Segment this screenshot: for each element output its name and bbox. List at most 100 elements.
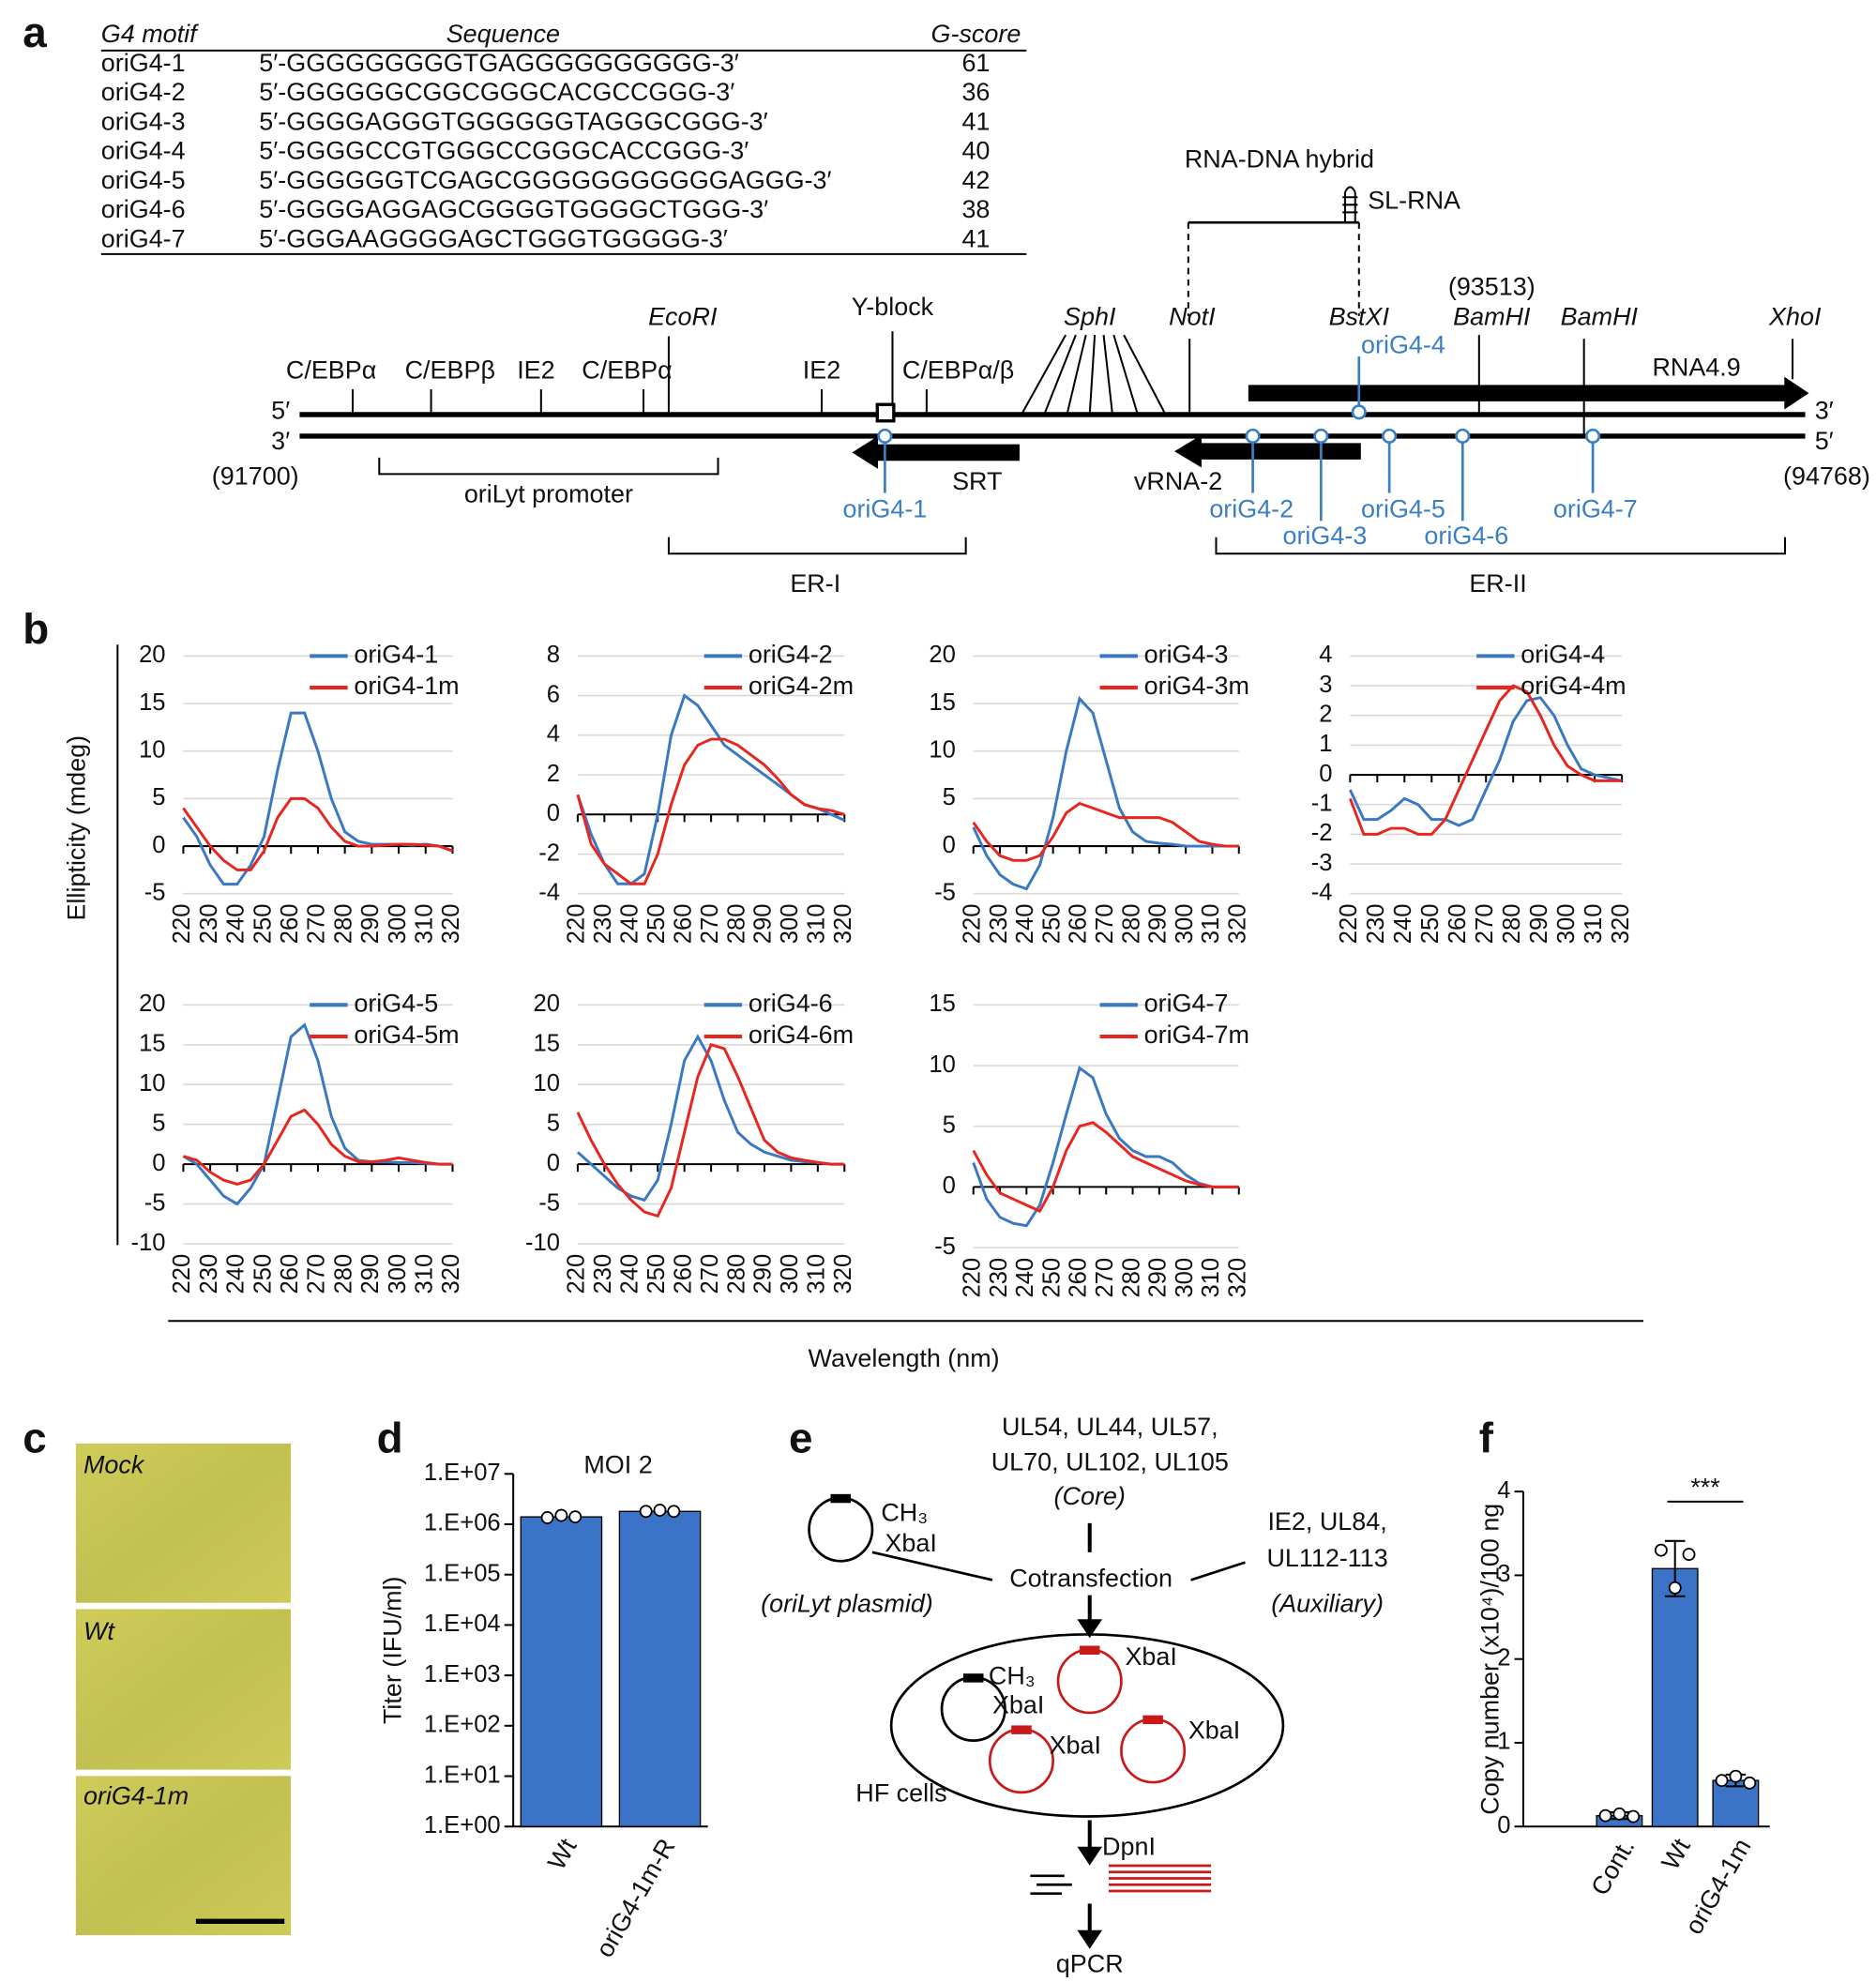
data-point — [1654, 1543, 1668, 1557]
x-tick-label: 280 — [330, 1254, 356, 1294]
x-tick-label: 310 — [412, 904, 438, 945]
y-tick-label: 1 — [1319, 731, 1332, 757]
legend-label: oriG4-2 — [749, 641, 833, 669]
table-cell: 42 — [961, 166, 990, 194]
x-tick-label: 320 — [1608, 904, 1634, 945]
x-tick-label: 230 — [986, 1258, 1012, 1298]
map-label: 5′ — [271, 396, 290, 424]
y-tick-label: -4 — [1311, 880, 1333, 906]
x-tick-label: 280 — [1499, 904, 1525, 945]
cd-line — [576, 737, 845, 885]
map-label: oriG4-5 — [1361, 495, 1445, 523]
x-tick-label: 240 — [1390, 904, 1416, 945]
x-tick-label: 250 — [1038, 904, 1065, 945]
y-tick-label: 1.E+02 — [424, 1712, 501, 1738]
y-tick-label: -2 — [538, 840, 560, 866]
map-label: vRNA-2 — [1134, 467, 1222, 495]
x-tick-label: 240 — [1012, 1258, 1038, 1298]
significance: *** — [1690, 1474, 1720, 1502]
y-tick-label: -10 — [131, 1230, 166, 1256]
y-tick-label: 15 — [534, 1031, 560, 1057]
y-tick-label: 15 — [929, 689, 955, 716]
y-tick-label: 4 — [1497, 1477, 1510, 1504]
x-tick-label: Wt — [542, 1834, 582, 1875]
table-cell: oriG4-6 — [101, 195, 186, 223]
x-tick-label: 300 — [385, 1254, 411, 1294]
panel-label: e — [789, 1414, 812, 1461]
table-cell: oriG4-5 — [101, 166, 186, 194]
gene-map — [100, 49, 1809, 555]
y-tick-label: 5 — [152, 784, 165, 810]
legend-label: oriG4-4 — [1520, 641, 1605, 669]
workflow-label: qPCR — [1056, 1950, 1124, 1978]
legend-label: oriG4-5m — [354, 1021, 459, 1049]
x-tick-label: 270 — [1092, 1258, 1118, 1298]
x-tick-label: 280 — [330, 904, 356, 945]
y-tick-label: 10 — [139, 1070, 165, 1097]
x-tick-label: 290 — [357, 1254, 384, 1294]
cd-line — [972, 1121, 1239, 1214]
y-tick-label: 1.E+05 — [424, 1560, 501, 1586]
micrograph — [75, 1443, 291, 1603]
y-tick-label: 1.E+01 — [424, 1762, 501, 1788]
x-tick-label: 300 — [385, 904, 411, 945]
y-tick-label: 5 — [547, 1110, 560, 1136]
y-tick-label: -5 — [538, 1189, 560, 1216]
data-point — [1729, 1769, 1743, 1783]
table-cell: 40 — [961, 137, 990, 165]
y-tick-label: 10 — [929, 736, 955, 763]
y-tick-label: 0 — [547, 800, 560, 826]
image-label: Wt — [83, 1617, 115, 1645]
x-tick-label: 260 — [670, 904, 696, 945]
y-tick-label: 15 — [139, 1031, 165, 1057]
y-tick-label: 8 — [547, 642, 560, 668]
x-tick-label: 230 — [590, 904, 616, 945]
panel-label: f — [1479, 1414, 1494, 1461]
workflow-label: DpnI — [1102, 1832, 1156, 1860]
workflow-label: XbaI — [1050, 1731, 1101, 1759]
y-tick-label: 5 — [943, 1112, 956, 1138]
y-tick-label: -1 — [1311, 790, 1333, 816]
table-cell: oriG4-7 — [101, 224, 186, 252]
legend-label: oriG4-1m — [354, 672, 459, 700]
y-tick-label: 0 — [1319, 761, 1332, 787]
table-cell: oriG4-2 — [101, 78, 186, 106]
legend-label: oriG4-3m — [1144, 672, 1249, 700]
x-tick-label: Wt — [1656, 1834, 1696, 1875]
map-label: oriLyt promoter — [464, 479, 633, 507]
y-tick-label: 0 — [152, 832, 165, 858]
workflow-label: Cotransfection — [1009, 1565, 1172, 1593]
cd-line — [972, 801, 1239, 862]
data-point — [667, 1505, 681, 1519]
x-tick-label: 320 — [830, 904, 856, 945]
y-tick-label: 5 — [152, 1110, 165, 1136]
map-label: (94768) — [1783, 462, 1870, 491]
bar — [618, 1510, 702, 1827]
x-tick-label: 290 — [750, 904, 777, 945]
table-cell: 41 — [961, 224, 990, 252]
x-tick-label: 280 — [1118, 1258, 1144, 1298]
table-header: Sequence — [446, 20, 560, 48]
x-tick-label: 320 — [1225, 1258, 1251, 1298]
y-tick-label: 1.E+06 — [424, 1510, 501, 1536]
map-label: (93513) — [1448, 272, 1536, 300]
panel-label: b — [23, 605, 49, 653]
y-tick-label: 1.E+00 — [424, 1812, 501, 1838]
map-label: oriG4-2 — [1209, 495, 1294, 523]
x-tick-label: 260 — [277, 904, 303, 945]
y-tick-label: -3 — [1311, 850, 1333, 876]
data-point — [653, 1504, 667, 1517]
image-label: oriG4-1m — [83, 1781, 189, 1809]
x-tick-label: 270 — [1092, 904, 1118, 945]
y-tick-label: 20 — [929, 642, 955, 668]
y-tick-label: 4 — [547, 721, 560, 748]
y-tick-label: 10 — [534, 1070, 560, 1097]
y-tick-label: 20 — [139, 991, 165, 1017]
table-cell: 5′-GGGGAGGAGCGGGGTGGGGCTGGG-3′ — [259, 195, 768, 223]
y-tick-label: 3 — [1319, 672, 1332, 698]
bar — [1712, 1779, 1760, 1827]
workflow-label: XbaI — [992, 1690, 1044, 1718]
map-label: EcoRI — [648, 303, 718, 331]
x-tick-label: 230 — [1363, 904, 1389, 945]
